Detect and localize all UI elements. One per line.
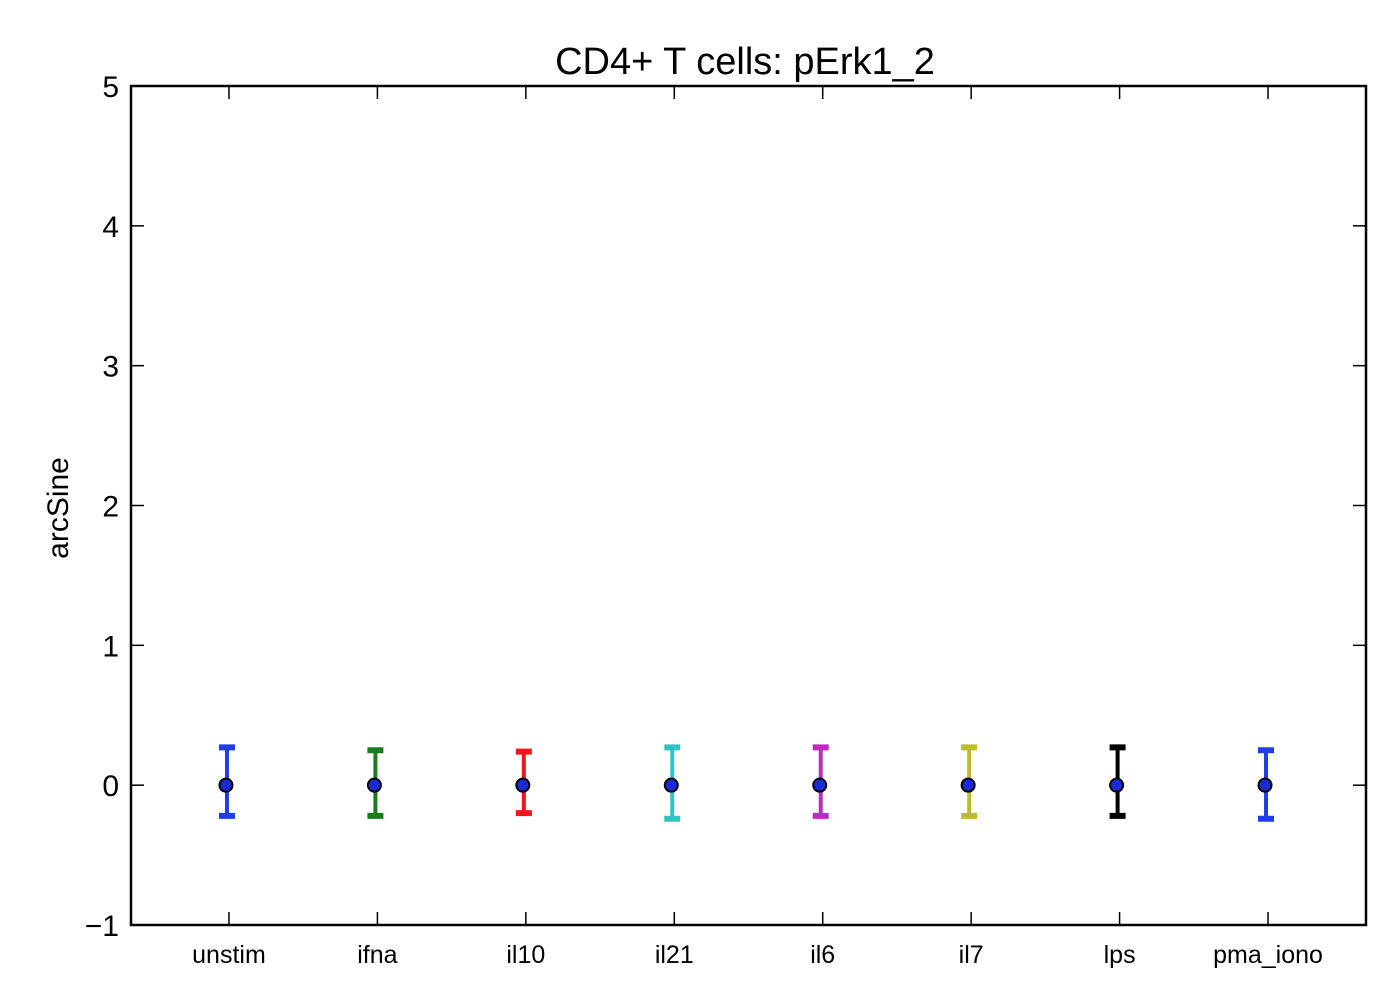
y-tick-label: 3	[102, 351, 119, 384]
x-tick-label: il10	[506, 941, 545, 969]
x-tick-label: ifna	[357, 941, 397, 969]
y-ticks: −1 0 1 2 3 4 5	[85, 71, 1366, 943]
y-tick-label: 0	[102, 770, 119, 803]
x-tick-label: il6	[810, 941, 835, 969]
point-lps	[1109, 777, 1125, 793]
y-tick-label: 2	[102, 491, 119, 524]
x-ticks: unstim ifna il10 il21 il6 il7 lps pma_iono	[192, 86, 1323, 969]
plot-frame	[129, 84, 1368, 927]
x-tick-label: pma_iono	[1213, 941, 1323, 969]
y-tick-label: 1	[102, 630, 119, 663]
point-il21	[663, 777, 679, 793]
x-tick-label: lps	[1104, 941, 1136, 969]
point-unstim	[218, 777, 234, 793]
point-il7	[960, 777, 976, 793]
point-pma_iono	[1257, 777, 1273, 793]
y-tick-label: 4	[102, 211, 119, 244]
x-tick-label: il7	[959, 941, 984, 969]
y-tick-label: 5	[102, 71, 119, 104]
x-tick-label: unstim	[192, 941, 266, 969]
data-marks	[218, 744, 1275, 822]
point-ifna	[366, 777, 382, 793]
y-tick-label: −1	[85, 910, 119, 943]
point-il6	[812, 777, 828, 793]
chart-title: CD4+ T cells: pErk1_2	[555, 41, 935, 83]
x-tick-label: il21	[655, 941, 694, 969]
point-il10	[515, 777, 531, 793]
y-axis-label: arcSine	[42, 457, 75, 559]
